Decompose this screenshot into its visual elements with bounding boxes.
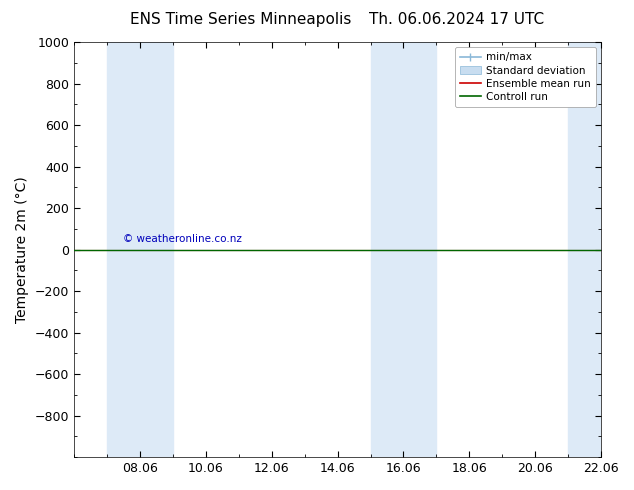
Text: Th. 06.06.2024 17 UTC: Th. 06.06.2024 17 UTC: [369, 12, 544, 27]
Bar: [568, 42, 634, 457]
Y-axis label: Temperature 2m (°C): Temperature 2m (°C): [15, 176, 29, 323]
Text: © weatheronline.co.nz: © weatheronline.co.nz: [124, 234, 242, 244]
Text: ENS Time Series Minneapolis: ENS Time Series Minneapolis: [130, 12, 352, 27]
Legend: min/max, Standard deviation, Ensemble mean run, Controll run: min/max, Standard deviation, Ensemble me…: [455, 47, 596, 107]
Bar: [370, 42, 436, 457]
Bar: [107, 42, 173, 457]
